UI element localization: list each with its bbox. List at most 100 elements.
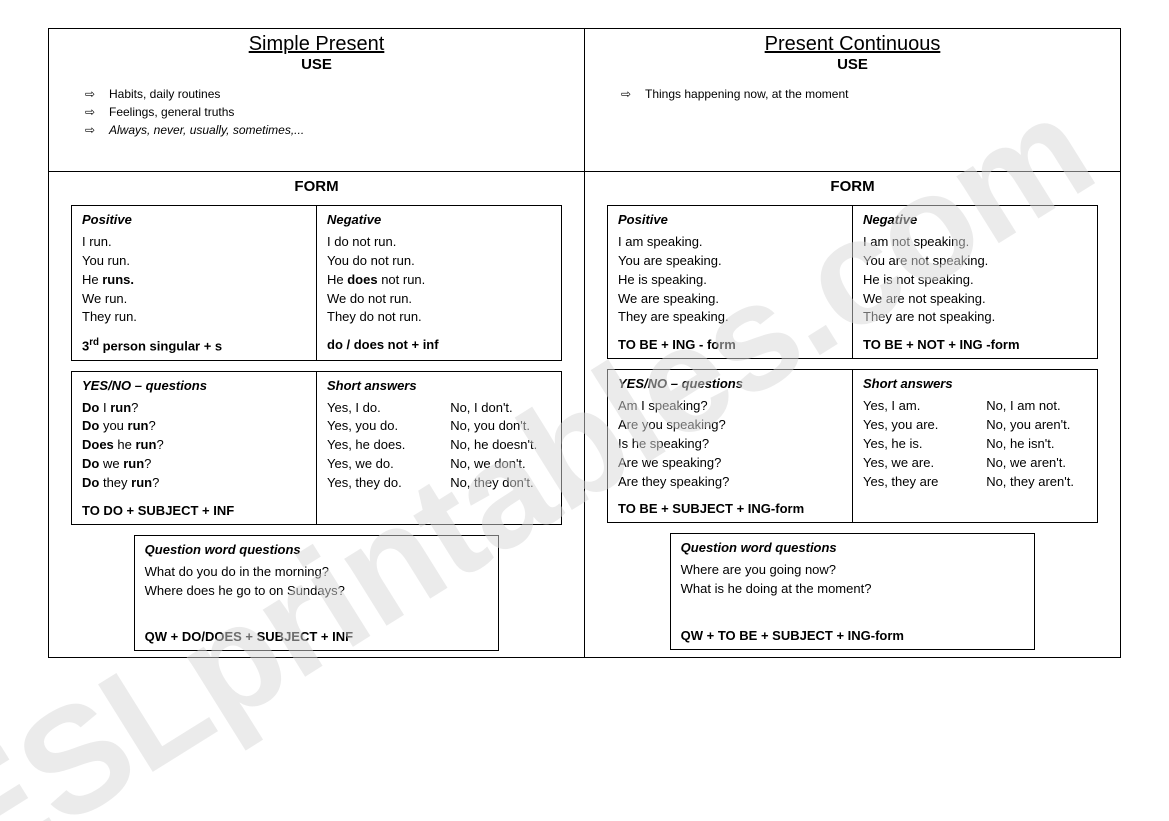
short-answer-pair: Yes, we are.No, we aren't. — [863, 454, 1087, 473]
box-negative-left: Negative I do not run.You do not run.He … — [316, 205, 562, 361]
negative-title: Negative — [863, 212, 1087, 227]
positive-rule: 3rd person singular + s — [82, 337, 306, 353]
use-text: Feelings, general truths — [109, 103, 234, 121]
use-label-right: USE — [585, 56, 1120, 79]
example-line: We are speaking. — [618, 290, 842, 309]
short-answer-pair: Yes, they do.No, they don't. — [327, 474, 551, 493]
use-bullet: ⇨Always, never, usually, sometimes,... — [85, 121, 562, 139]
qw-rule: QW + DO/DOES + SUBJECT + INF — [145, 629, 489, 644]
sa-rule-spacer — [327, 503, 551, 518]
qw-lines: What do you do in the morning?Where does… — [145, 563, 489, 601]
positive-rule: TO BE + ING - form — [618, 337, 842, 352]
use-text: Habits, daily routines — [109, 85, 220, 103]
short-answer-no: No, they aren't. — [986, 473, 1087, 492]
form-row1-right: Positive I am speaking.You are speaking.… — [585, 205, 1120, 369]
example-line: Do they run? — [82, 474, 306, 493]
short-answer-pair: Yes, I do.No, I don't. — [327, 399, 551, 418]
example-line: Are you speaking? — [618, 416, 842, 435]
example-line: We run. — [82, 290, 306, 309]
form-row2-right: YES/NO – questions Am I speaking?Are you… — [585, 369, 1120, 533]
example-line: They run. — [82, 308, 306, 327]
negative-lines: I am not speaking.You are not speaking.H… — [863, 233, 1087, 327]
sa-rule-spacer — [863, 501, 1087, 516]
example-line: I am not speaking. — [863, 233, 1087, 252]
short-answer-yes: Yes, he is. — [863, 435, 986, 454]
short-answer-yes: Yes, they are — [863, 473, 986, 492]
example-line: You are speaking. — [618, 252, 842, 271]
box-qw-right: Question word questions Where are you go… — [670, 533, 1036, 650]
short-answer-yes: Yes, you are. — [863, 416, 986, 435]
arrow-icon: ⇨ — [621, 85, 635, 103]
positive-lines: I run.You run.He runs.We run.They run. — [82, 233, 306, 327]
example-line: I do not run. — [327, 233, 551, 252]
short-answer-pair: Yes, they areNo, they aren't. — [863, 473, 1087, 492]
use-bullet: ⇨ Feelings, general truths — [85, 103, 562, 121]
example-line: We do not run. — [327, 290, 551, 309]
use-items-left: ⇨ Habits, daily routines ⇨ Feelings, genera… — [49, 79, 584, 171]
qw-rule: QW + TO BE + SUBJECT + ING-form — [681, 628, 1025, 643]
negative-rule: do / does not + inf — [327, 337, 551, 352]
example-line: Does he run? — [82, 436, 306, 455]
qw-row-right: Question word questions Where are you go… — [585, 533, 1120, 656]
qw-example: Where are you going now? — [681, 561, 1025, 580]
box-questions-left: YES/NO – questions Do I run?Do you run?D… — [71, 371, 316, 525]
box-positive-left: Positive I run.You run.He runs.We run.Th… — [71, 205, 316, 361]
short-answers-lines: Yes, I am.No, I am not.Yes, you are.No, … — [863, 397, 1087, 491]
example-line: He is not speaking. — [863, 271, 1087, 290]
questions-lines: Do I run?Do you run?Does he run?Do we ru… — [82, 399, 306, 493]
example-line: Do you run? — [82, 417, 306, 436]
questions-title: YES/NO – questions — [82, 378, 306, 393]
questions-rule: TO BE + SUBJECT + ING-form — [618, 501, 842, 516]
title-right: Present Continuous — [585, 29, 1120, 56]
short-answers-title: Short answers — [327, 378, 551, 393]
box-negative-right: Negative I am not speaking.You are not s… — [852, 205, 1098, 359]
short-answer-pair: Yes, he is.No, he isn't. — [863, 435, 1087, 454]
use-bullet: ⇨Things happening now, at the moment — [621, 85, 1098, 103]
negative-rule: TO BE + NOT + ING -form — [863, 337, 1087, 352]
short-answer-yes: Yes, I do. — [327, 399, 450, 418]
box-short-answers-right: Short answers Yes, I am.No, I am not.Yes… — [852, 369, 1098, 523]
use-label-left: USE — [49, 56, 584, 79]
form-row1-left: Positive I run.You run.He runs.We run.Th… — [49, 205, 584, 371]
qw-example: What do you do in the morning? — [145, 563, 489, 582]
arrow-icon: ⇨ — [85, 85, 99, 103]
short-answer-pair: Yes, I am.No, I am not. — [863, 397, 1087, 416]
form-label-left: FORM — [49, 172, 584, 205]
example-line: You do not run. — [327, 252, 551, 271]
example-line: You run. — [82, 252, 306, 271]
example-line: He runs. — [82, 271, 306, 290]
qw-title: Question word questions — [681, 540, 1025, 555]
short-answer-no: No, they don't. — [450, 474, 551, 493]
example-line: He does not run. — [327, 271, 551, 290]
short-answer-no: No, we aren't. — [986, 454, 1087, 473]
questions-rule: TO DO + SUBJECT + INF — [82, 503, 306, 518]
title-left: Simple Present — [49, 29, 584, 56]
positive-lines: I am speaking.You are speaking.He is spe… — [618, 233, 842, 327]
short-answer-no: No, he isn't. — [986, 435, 1087, 454]
short-answer-pair: Yes, we do.No, we don't. — [327, 455, 551, 474]
arrow-icon: ⇨ — [85, 103, 99, 121]
form-row2-left: YES/NO – questions Do I run?Do you run?D… — [49, 371, 584, 535]
short-answer-yes: Yes, we are. — [863, 454, 986, 473]
negative-title: Negative — [327, 212, 551, 227]
short-answer-yes: Yes, he does. — [327, 436, 450, 455]
example-line: They are speaking. — [618, 308, 842, 327]
example-line: We are not speaking. — [863, 290, 1087, 309]
short-answer-no: No, I don't. — [450, 399, 551, 418]
page-frame: Simple Present USE ⇨ Habits, daily routin… — [48, 28, 1121, 658]
example-line: Am I speaking? — [618, 397, 842, 416]
box-positive-right: Positive I am speaking.You are speaking.… — [607, 205, 852, 359]
box-qw-left: Question word questions What do you do i… — [134, 535, 500, 652]
qw-lines: Where are you going now?What is he doing… — [681, 561, 1025, 599]
box-questions-right: YES/NO – questions Am I speaking?Are you… — [607, 369, 852, 523]
positive-title: Positive — [82, 212, 306, 227]
short-answers-title: Short answers — [863, 376, 1087, 391]
example-line: I run. — [82, 233, 306, 252]
qw-row-left: Question word questions What do you do i… — [49, 535, 584, 658]
example-line: Are we speaking? — [618, 454, 842, 473]
example-line: Do we run? — [82, 455, 306, 474]
short-answer-pair: Yes, you do.No, you don't. — [327, 417, 551, 436]
short-answer-pair: Yes, you are.No, you aren't. — [863, 416, 1087, 435]
short-answer-no: No, we don't. — [450, 455, 551, 474]
use-items-right: ⇨Things happening now, at the moment — [585, 79, 1120, 171]
